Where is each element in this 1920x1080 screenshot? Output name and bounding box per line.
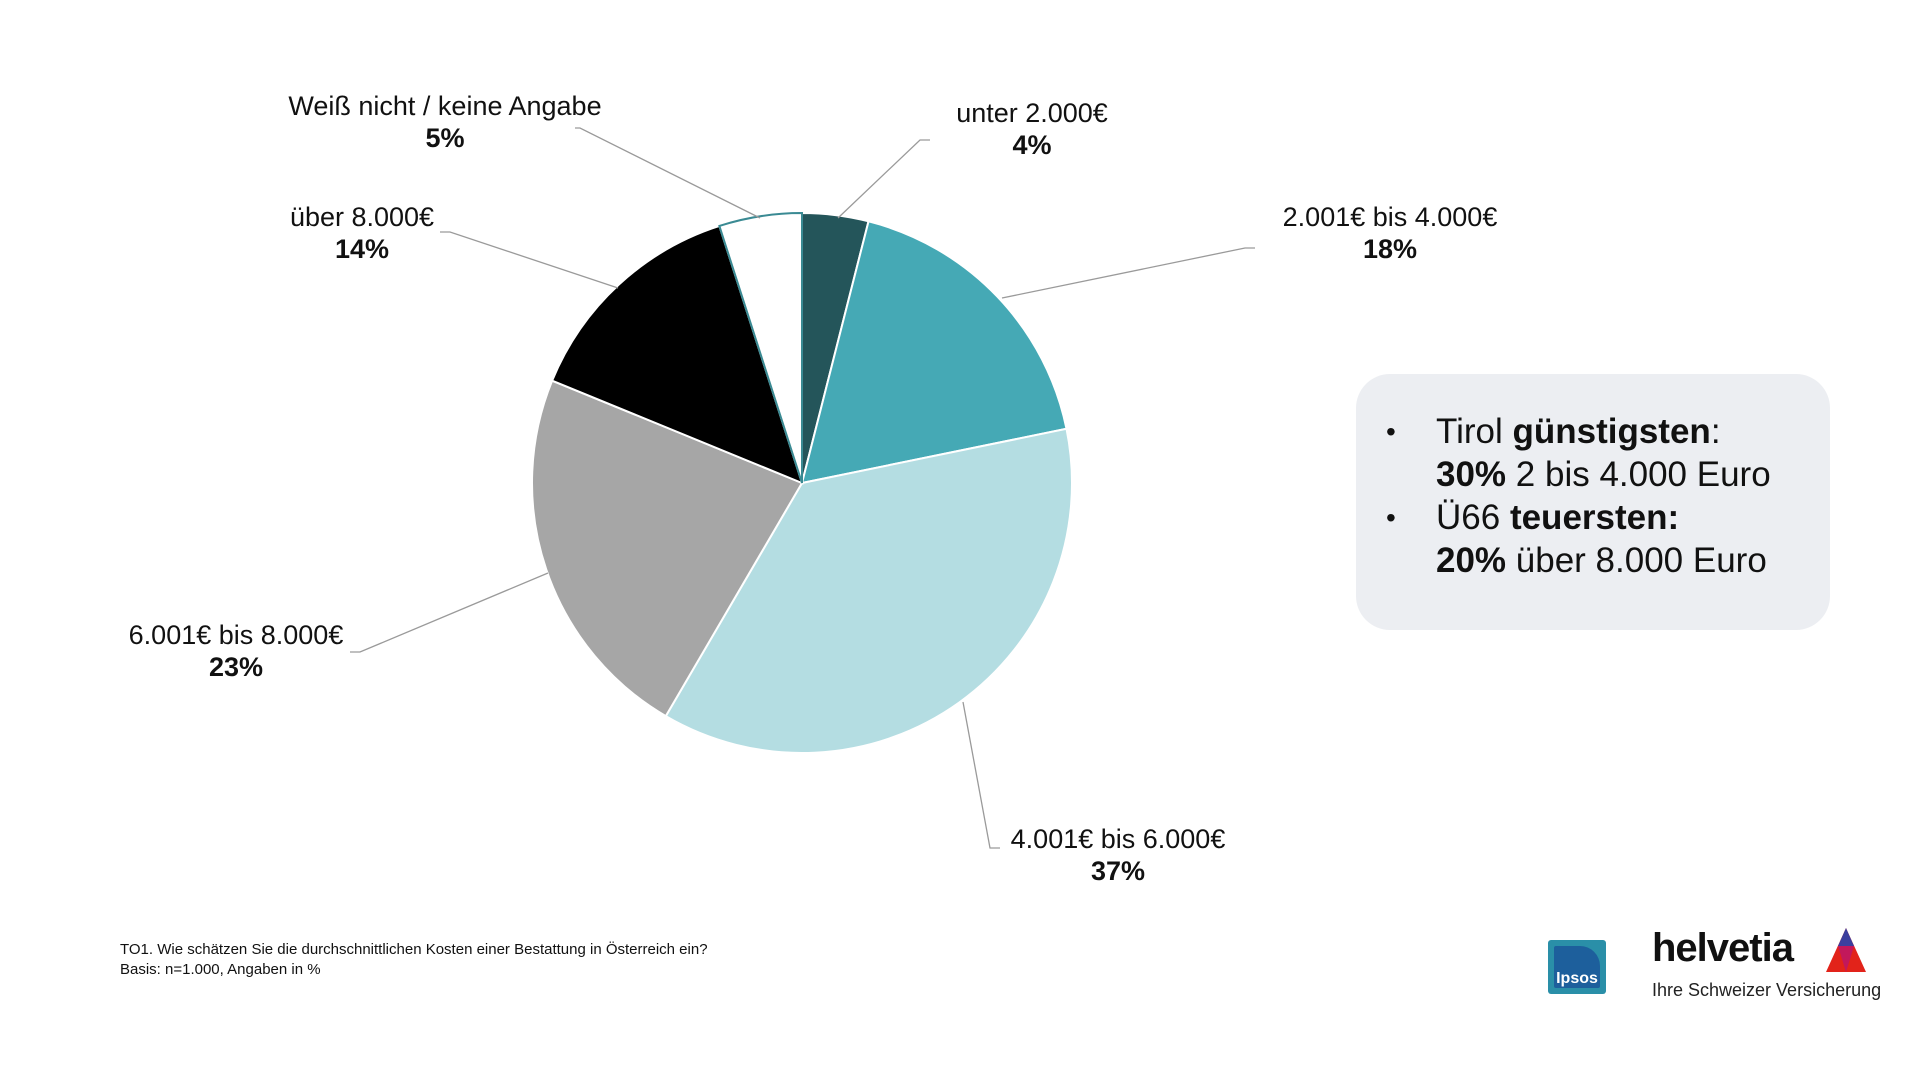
leader-line [837,139,930,219]
slice-value-label: 5% [425,123,464,153]
pie-slice [531,379,804,718]
helvetia-mark-icon [1826,928,1866,972]
slice-label: 6.001€ bis 8.000€ [129,620,344,650]
slice-value-label: 14% [335,234,389,264]
pie-slice [718,211,803,484]
info-text: Ü66 [1436,498,1510,537]
slice-value-label: 23% [209,652,263,682]
info-emphasis: günstigsten [1512,412,1711,451]
pie-slice [800,220,1068,485]
ipsos-logo: Ipsos [1548,940,1606,994]
pie-slice [664,427,1073,754]
leader-line [1001,247,1255,299]
slice-label: 4.001€ bis 6.000€ [1011,824,1226,854]
leader-line [575,127,761,219]
info-emphasis: teuersten: [1509,498,1680,537]
helvetia-brand: helvetia [1652,926,1794,970]
info-item-tirol: • Tirol günstigsten: 30% 2 bis 4.000 Eur… [1386,410,1800,496]
slice-label: unter 2.000€ [956,98,1108,128]
leader-line [440,231,619,289]
info-text: über 8.000 Euro [1506,541,1767,580]
slice-value-label: 4% [1012,130,1051,160]
slice-value-label: 37% [1091,856,1145,886]
leader-line [350,572,549,653]
info-item-ue66: • Ü66 teuersten: 20% über 8.000 Euro [1386,496,1800,582]
footnote: TO1. Wie schätzen Sie die durchschnittli… [120,940,708,980]
slice-value-label: 18% [1363,234,1417,264]
info-text: 2 bis 4.000 Euro [1506,455,1771,494]
bullet: • [1386,502,1396,533]
helvetia-logo: helvetia Ihre Schweizer Versicherung [1652,926,1881,1006]
info-emphasis: 30% [1436,455,1507,494]
slice-label: über 8.000€ [290,202,434,232]
info-text: Tirol [1436,412,1513,451]
info-emphasis: 20% [1436,541,1507,580]
info-box: • Tirol günstigsten: 30% 2 bis 4.000 Eur… [1356,374,1830,630]
leader-line [962,701,1000,849]
slice-label: 2.001€ bis 4.000€ [1283,202,1498,232]
ipsos-logo-text: Ipsos [1556,970,1598,987]
helvetia-tagline: Ihre Schweizer Versicherung [1652,980,1882,1000]
slice-label: Weiß nicht / keine Angabe [288,91,601,121]
footnote-basis: Basis: n=1.000, Angaben in % [120,961,321,978]
footnote-question: TO1. Wie schätzen Sie die durchschnittli… [120,941,708,958]
bullet: • [1386,416,1396,447]
info-text: : [1710,412,1721,451]
